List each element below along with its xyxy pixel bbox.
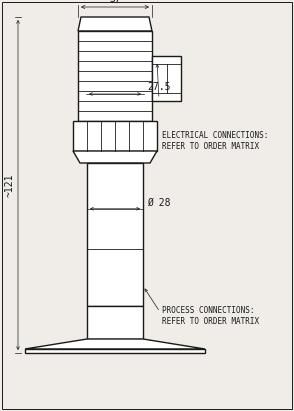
- Text: ~121: ~121: [5, 173, 15, 197]
- Text: Ø 28: Ø 28: [147, 198, 171, 208]
- Polygon shape: [78, 17, 152, 31]
- Bar: [152, 56, 181, 101]
- Text: REFER TO ORDER MATRIX: REFER TO ORDER MATRIX: [162, 317, 259, 326]
- Polygon shape: [25, 339, 205, 349]
- Polygon shape: [73, 151, 157, 163]
- Text: REFER TO ORDER MATRIX: REFER TO ORDER MATRIX: [162, 142, 259, 151]
- Text: 27.5: 27.5: [147, 82, 171, 92]
- Bar: [78, 31, 152, 121]
- Text: 37: 37: [109, 0, 121, 4]
- Bar: [25, 349, 205, 353]
- Bar: [87, 306, 143, 339]
- Text: PROCESS CONNECTIONS:: PROCESS CONNECTIONS:: [162, 306, 255, 315]
- Bar: [87, 163, 143, 306]
- Bar: [73, 121, 157, 151]
- Text: ELECTRICAL CONNECTIONS:: ELECTRICAL CONNECTIONS:: [162, 131, 268, 140]
